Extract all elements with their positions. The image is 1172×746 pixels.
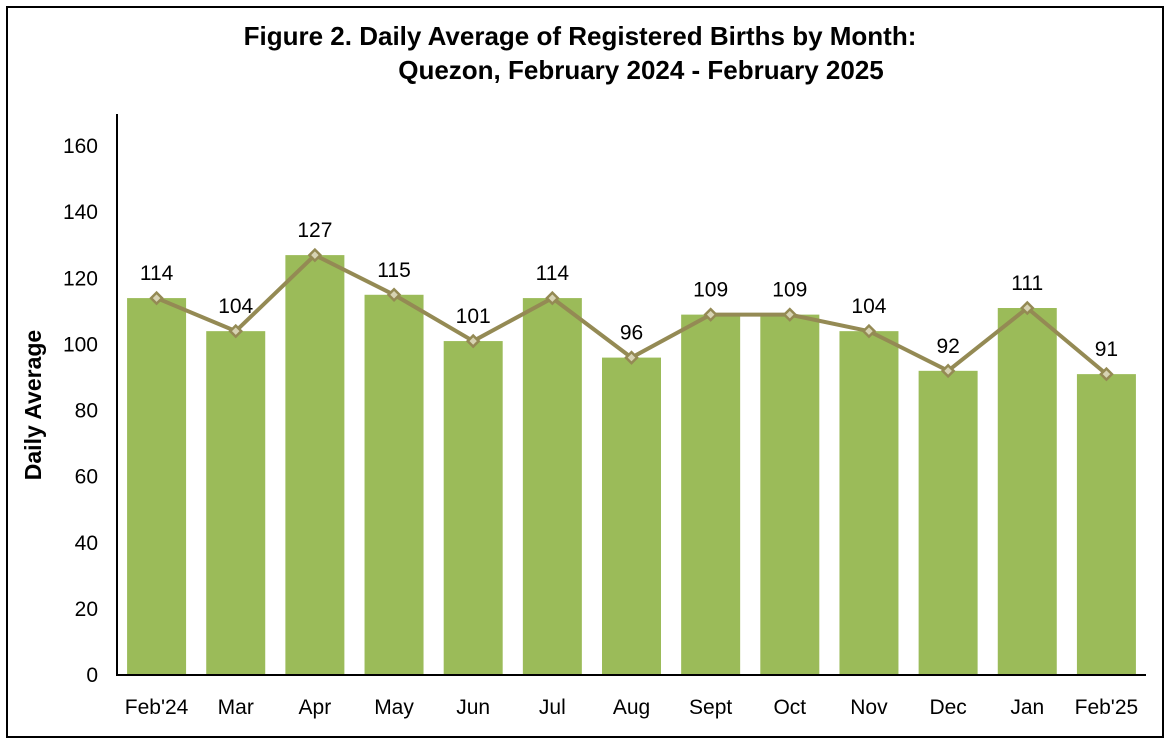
- y-tick-label-100: 100: [63, 333, 98, 356]
- x-tick-label-Jan: Jan: [1010, 696, 1044, 719]
- bar-Jan: [997, 308, 1057, 675]
- line-marker-Sept: [703, 307, 718, 322]
- x-tick-label-Feb'25: Feb'25: [1075, 696, 1139, 719]
- bar-Feb'24: [127, 298, 187, 675]
- x-tick-label-Oct: Oct: [773, 696, 806, 719]
- bar-Jul: [522, 298, 582, 675]
- bar-series: [127, 255, 1136, 676]
- bar-Feb'25: [1076, 374, 1136, 675]
- line-marker-Nov: [861, 323, 877, 339]
- line-marker-Apr: [307, 247, 323, 263]
- line-marker-Dec: [940, 363, 956, 379]
- x-tick-label-Jun: Jun: [456, 696, 490, 719]
- data-labels: 114 104 127 115 101 114 96 109 109 104 92 111 91: [140, 219, 1118, 361]
- data-label-Jun: 101: [456, 305, 491, 328]
- bar-May: [364, 294, 424, 675]
- data-label-May: 115: [377, 259, 410, 282]
- chart-title-line2: Quezon, February 2024 - February 2025: [398, 55, 884, 85]
- x-tick-label-May: May: [374, 696, 414, 719]
- data-label-Dec: 92: [936, 335, 959, 358]
- data-label-Sept: 109: [693, 279, 728, 302]
- data-label-Oct: 109: [772, 279, 807, 302]
- x-tick-label-Mar: Mar: [218, 696, 254, 719]
- line-marker-Jan: [1020, 300, 1035, 316]
- data-label-Feb'25: 91: [1095, 338, 1118, 361]
- line-marker-Aug: [624, 350, 639, 365]
- data-label-Aug: 96: [620, 322, 643, 345]
- line-marker-Mar: [228, 323, 243, 339]
- data-label-Apr: 127: [297, 219, 332, 242]
- line-marker-Oct: [782, 307, 798, 322]
- line-marker-Jun: [465, 333, 481, 349]
- data-label-Feb'24: 114: [140, 262, 174, 285]
- bar-Mar: [206, 331, 266, 675]
- bar-Sept: [681, 314, 741, 675]
- x-tick-label-Aug: Aug: [613, 696, 650, 719]
- y-tick-label-0: 0: [86, 664, 98, 687]
- y-tick-label-20: 20: [75, 598, 98, 621]
- line-marker-Feb'25: [1099, 366, 1114, 382]
- x-tick-label-Apr: Apr: [299, 696, 332, 719]
- bar-Oct: [760, 314, 820, 675]
- y-tick-label-60: 60: [75, 466, 98, 489]
- x-tick-label-Feb'24: Feb'24: [125, 696, 189, 719]
- y-axis-ticks: 0 20 40 60 80 100 120 140 160: [63, 135, 98, 687]
- line-marker-Feb'24: [149, 290, 164, 306]
- y-tick-label-140: 140: [63, 201, 98, 224]
- bar-Jun: [443, 341, 503, 675]
- y-axis-label: Daily Average: [20, 330, 46, 480]
- y-tick-label-120: 120: [63, 267, 98, 290]
- line-marker-May: [386, 287, 402, 303]
- y-tick-label-80: 80: [75, 400, 98, 423]
- bar-Aug: [602, 357, 661, 675]
- x-axis-ticks: Feb'24 Mar Apr May Jun Jul Aug Sept Oct Nov Dec Jan…: [125, 696, 1138, 719]
- x-tick-label-Nov: Nov: [850, 696, 888, 719]
- x-tick-label-Jul: Jul: [539, 696, 566, 719]
- data-label-Nov: 104: [851, 295, 886, 318]
- line-marker-Jul: [545, 290, 560, 306]
- data-label-Mar: 104: [218, 295, 253, 318]
- bar-Nov: [839, 331, 899, 675]
- x-tick-label-Dec: Dec: [929, 696, 966, 719]
- chart-title-line1: Figure 2. Daily Average of Registered Bi…: [244, 21, 917, 51]
- y-tick-label-40: 40: [75, 532, 98, 555]
- x-tick-label-Sept: Sept: [689, 696, 732, 719]
- data-label-Jul: 114: [536, 262, 570, 285]
- y-tick-label-160: 160: [63, 135, 98, 158]
- axes: [116, 114, 1146, 676]
- line-series: [149, 247, 1114, 382]
- bar-Apr: [285, 255, 345, 676]
- bar-Dec: [918, 370, 978, 675]
- data-label-Jan: 111: [1011, 272, 1043, 295]
